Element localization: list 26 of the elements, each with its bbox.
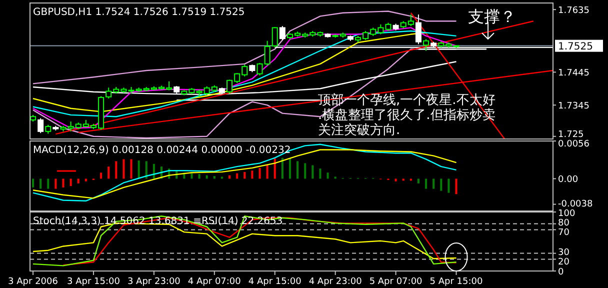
y-tick-label: 0.0056: [558, 140, 590, 150]
y-tick-label: 30: [558, 248, 570, 258]
x-tick-label: 4 Apr 23:00: [308, 277, 362, 287]
y-tick-label: 1.7635: [558, 6, 590, 16]
y-tick-label: 20: [558, 257, 570, 268]
x-tick-label: 5 Apr 15:00: [430, 277, 484, 287]
annotation: 关注突破方向.: [318, 122, 400, 138]
chart-title: GBPUSD,H1 1.7524 1.7526 1.7519 1.7525: [33, 7, 245, 18]
x-tick-label: 4 Apr 07:00: [188, 277, 242, 287]
chart-title: MACD(12,26,9) 0.00128 0.00244 0.00000 -0.00232: [33, 145, 291, 156]
x-tick-label: 4 Apr 15:00: [248, 277, 302, 287]
y-tick-label: 1.7345: [558, 101, 590, 112]
y-tick-label: 1.7445: [558, 68, 590, 78]
x-tick-label: 3 Apr 23:00: [127, 277, 181, 287]
x-tick-label: 3 Apr 2006: [8, 277, 58, 287]
y-tick-label: 0: [558, 267, 564, 278]
x-tick-label: 3 Apr 15:00: [67, 277, 120, 287]
ref-line-label: 1.7525: [558, 41, 593, 52]
y-tick-label: -0.0038: [558, 199, 594, 210]
y-tick-label: 70: [558, 228, 570, 238]
y-tick-label: 80: [558, 218, 570, 228]
annotation: 支撑？: [468, 7, 516, 26]
y-tick-label: 1.725: [558, 130, 584, 140]
y-tick-label: 100: [558, 208, 576, 219]
x-tick-label: 5 Apr 07:00: [369, 277, 423, 287]
y-tick-label: 0.00: [558, 174, 578, 185]
